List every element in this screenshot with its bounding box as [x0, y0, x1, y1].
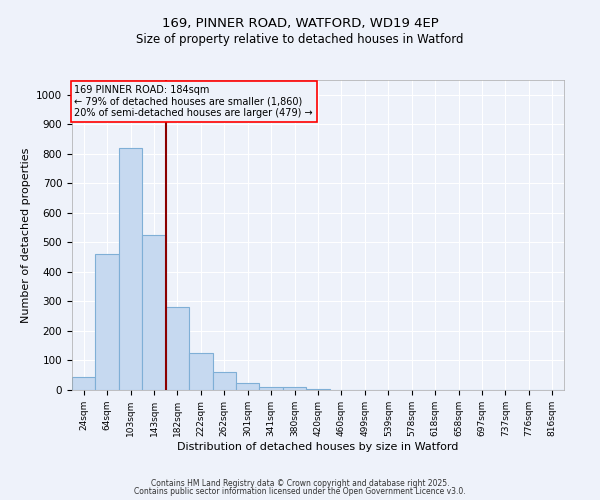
Bar	[306, 388, 330, 390]
Bar	[236, 382, 259, 390]
Text: Contains public sector information licensed under the Open Government Licence v3: Contains public sector information licen…	[134, 488, 466, 496]
Y-axis label: Number of detached properties: Number of detached properties	[20, 148, 31, 322]
Bar	[166, 308, 189, 390]
Bar	[259, 387, 283, 390]
Text: Size of property relative to detached houses in Watford: Size of property relative to detached ho…	[136, 32, 464, 46]
Bar	[189, 353, 212, 390]
Bar	[283, 387, 306, 390]
Bar	[119, 148, 142, 390]
Bar	[95, 254, 119, 390]
Bar	[142, 235, 166, 390]
Bar	[212, 372, 236, 390]
Text: 169 PINNER ROAD: 184sqm
← 79% of detached houses are smaller (1,860)
20% of semi: 169 PINNER ROAD: 184sqm ← 79% of detache…	[74, 84, 313, 118]
Text: 169, PINNER ROAD, WATFORD, WD19 4EP: 169, PINNER ROAD, WATFORD, WD19 4EP	[161, 18, 439, 30]
Text: Contains HM Land Registry data © Crown copyright and database right 2025.: Contains HM Land Registry data © Crown c…	[151, 478, 449, 488]
X-axis label: Distribution of detached houses by size in Watford: Distribution of detached houses by size …	[178, 442, 458, 452]
Bar	[72, 376, 95, 390]
